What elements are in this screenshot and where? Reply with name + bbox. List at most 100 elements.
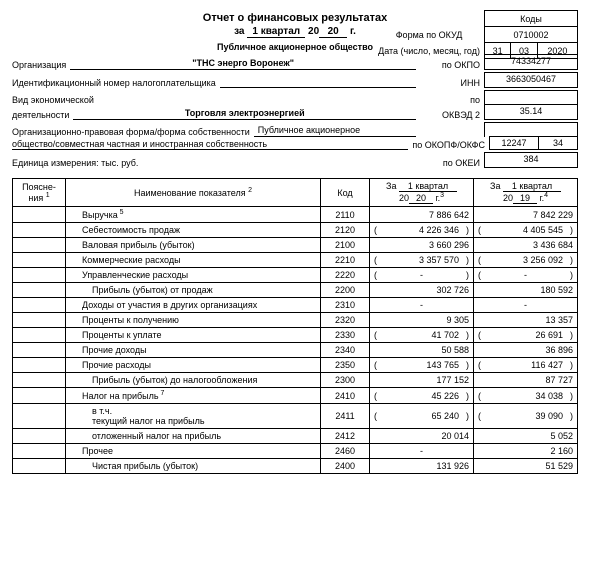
cell-previous: 180 592 bbox=[474, 283, 578, 298]
cell-name: в т.ч. текущий налог на прибыль bbox=[66, 404, 321, 429]
cell-note bbox=[13, 328, 66, 343]
okved-value: 35.14 bbox=[484, 104, 578, 120]
cell-code: 2300 bbox=[321, 373, 370, 388]
cell-code: 2120 bbox=[321, 223, 370, 238]
activity-label-1: Вид экономической bbox=[12, 95, 94, 105]
cell-name: Выручка 5 bbox=[66, 207, 321, 223]
cell-current: 131 926 bbox=[370, 459, 474, 474]
cell-current: 177 152 bbox=[370, 373, 474, 388]
table-row: Валовая прибыль (убыток)21003 660 2963 4… bbox=[13, 238, 578, 253]
cell-code: 2460 bbox=[321, 444, 370, 459]
cell-current: 7 886 642 bbox=[370, 207, 474, 223]
table-row: Прибыль (убыток) до налогообложения23001… bbox=[13, 373, 578, 388]
cell-code: 2400 bbox=[321, 459, 370, 474]
cell-previous: 3 436 684 bbox=[474, 238, 578, 253]
table-row: отложенный налог на прибыль241220 0145 0… bbox=[13, 429, 578, 444]
cell-note bbox=[13, 268, 66, 283]
th-notes: Поясне- ния 1 bbox=[13, 179, 66, 207]
cell-note bbox=[13, 283, 66, 298]
cell-current: 20 014 bbox=[370, 429, 474, 444]
table-row: Прочие расходы2350()143 765()116 427 bbox=[13, 358, 578, 373]
cell-previous: - bbox=[474, 298, 578, 313]
cell-current: - bbox=[370, 444, 474, 459]
cell-code: 2411 bbox=[321, 404, 370, 429]
cell-code: 2110 bbox=[321, 207, 370, 223]
cell-previous: 7 842 229 bbox=[474, 207, 578, 223]
financial-table: Поясне- ния 1 Наименование показателя 2 … bbox=[12, 178, 578, 474]
cell-current: ()65 240 bbox=[370, 404, 474, 429]
table-row: Прибыль (убыток) от продаж2200302 726180… bbox=[13, 283, 578, 298]
activity-value: Торговля электроэнергией bbox=[73, 108, 416, 120]
cell-previous: 36 896 bbox=[474, 343, 578, 358]
cell-note bbox=[13, 429, 66, 444]
date-month: 03 bbox=[511, 43, 537, 59]
cell-name: Прибыль (убыток) от продаж bbox=[66, 283, 321, 298]
cell-previous: 5 052 bbox=[474, 429, 578, 444]
table-row: Себестоимость продаж2120()4 226 346()4 4… bbox=[13, 223, 578, 238]
cell-note bbox=[13, 388, 66, 404]
cell-current: ()3 357 570 bbox=[370, 253, 474, 268]
okei-label: по ОКЕИ bbox=[420, 158, 480, 168]
th-current: За 1 квартал 2020 г.3 bbox=[370, 179, 474, 207]
table-row: Проценты к получению23209 30513 357 bbox=[13, 313, 578, 328]
cell-current: - bbox=[370, 298, 474, 313]
cell-previous: ()4 405 545 bbox=[474, 223, 578, 238]
inn-code-label: ИНН bbox=[420, 78, 480, 88]
okopf-label: по ОКОПФ/ОКФС bbox=[412, 140, 485, 150]
cell-code: 2200 bbox=[321, 283, 370, 298]
cell-code: 2350 bbox=[321, 358, 370, 373]
table-row: Налог на прибыль 72410()45 226()34 038 bbox=[13, 388, 578, 404]
cell-note bbox=[13, 253, 66, 268]
date-year: 2020 bbox=[537, 43, 577, 59]
cell-previous: 13 357 bbox=[474, 313, 578, 328]
cell-name: Валовая прибыль (убыток) bbox=[66, 238, 321, 253]
th-code: Код bbox=[321, 179, 370, 207]
cell-previous: 51 529 bbox=[474, 459, 578, 474]
cell-current: 50 588 bbox=[370, 343, 474, 358]
cell-name: Чистая прибыль (убыток) bbox=[66, 459, 321, 474]
codes-box: Коды Форма по ОКУД0710002 Дата (число, м… bbox=[374, 10, 578, 59]
table-row: в т.ч. текущий налог на прибыль2411()65 … bbox=[13, 404, 578, 429]
okved-label: ОКВЭД 2 bbox=[420, 110, 480, 120]
cell-name: Коммерческие расходы bbox=[66, 253, 321, 268]
cell-previous: ()116 427 bbox=[474, 358, 578, 373]
table-row: Чистая прибыль (убыток)2400131 92651 529 bbox=[13, 459, 578, 474]
date-day: 31 bbox=[485, 43, 511, 59]
cell-current: ()- bbox=[370, 268, 474, 283]
okud-value: 0710002 bbox=[485, 27, 578, 43]
th-name: Наименование показателя 2 bbox=[66, 179, 321, 207]
cell-current: ()45 226 bbox=[370, 388, 474, 404]
cell-code: 2340 bbox=[321, 343, 370, 358]
cell-code: 2220 bbox=[321, 268, 370, 283]
cell-note bbox=[13, 298, 66, 313]
cell-current: ()4 226 346 bbox=[370, 223, 474, 238]
cell-previous: ()26 691 bbox=[474, 328, 578, 343]
cell-note bbox=[13, 358, 66, 373]
table-row: Управленческие расходы2220()-()- bbox=[13, 268, 578, 283]
table-row: Доходы от участия в других организациях2… bbox=[13, 298, 578, 313]
cell-name: Прочие доходы bbox=[66, 343, 321, 358]
okpo-label: по ОКПО bbox=[420, 60, 480, 70]
cell-note bbox=[13, 223, 66, 238]
legal-label-2: общество/совместная частная и иностранна… bbox=[12, 139, 408, 150]
cell-previous: ()34 038 bbox=[474, 388, 578, 404]
cell-name: Управленческие расходы bbox=[66, 268, 321, 283]
cell-current: 9 305 bbox=[370, 313, 474, 328]
cell-name: Доходы от участия в других организациях bbox=[66, 298, 321, 313]
legal-value-1: Публичное акционерное bbox=[254, 125, 416, 137]
cell-name: Проценты к уплате bbox=[66, 328, 321, 343]
cell-name: Прибыль (убыток) до налогообложения bbox=[66, 373, 321, 388]
cell-code: 2330 bbox=[321, 328, 370, 343]
inn-value: 3663050467 bbox=[484, 72, 578, 88]
th-previous: За 1 квартал 2019 г.4 bbox=[474, 179, 578, 207]
cell-current: 3 660 296 bbox=[370, 238, 474, 253]
okopf-value: 12247 34 bbox=[489, 136, 578, 150]
cell-note bbox=[13, 373, 66, 388]
table-row: Прочее2460-2 160 bbox=[13, 444, 578, 459]
inn-label: Идентификационный номер налогоплательщик… bbox=[12, 78, 216, 88]
cell-name: отложенный налог на прибыль bbox=[66, 429, 321, 444]
cell-note bbox=[13, 404, 66, 429]
cell-previous: 87 727 bbox=[474, 373, 578, 388]
date-label: Дата (число, месяц, год) bbox=[374, 43, 484, 59]
cell-name: Налог на прибыль 7 bbox=[66, 388, 321, 404]
